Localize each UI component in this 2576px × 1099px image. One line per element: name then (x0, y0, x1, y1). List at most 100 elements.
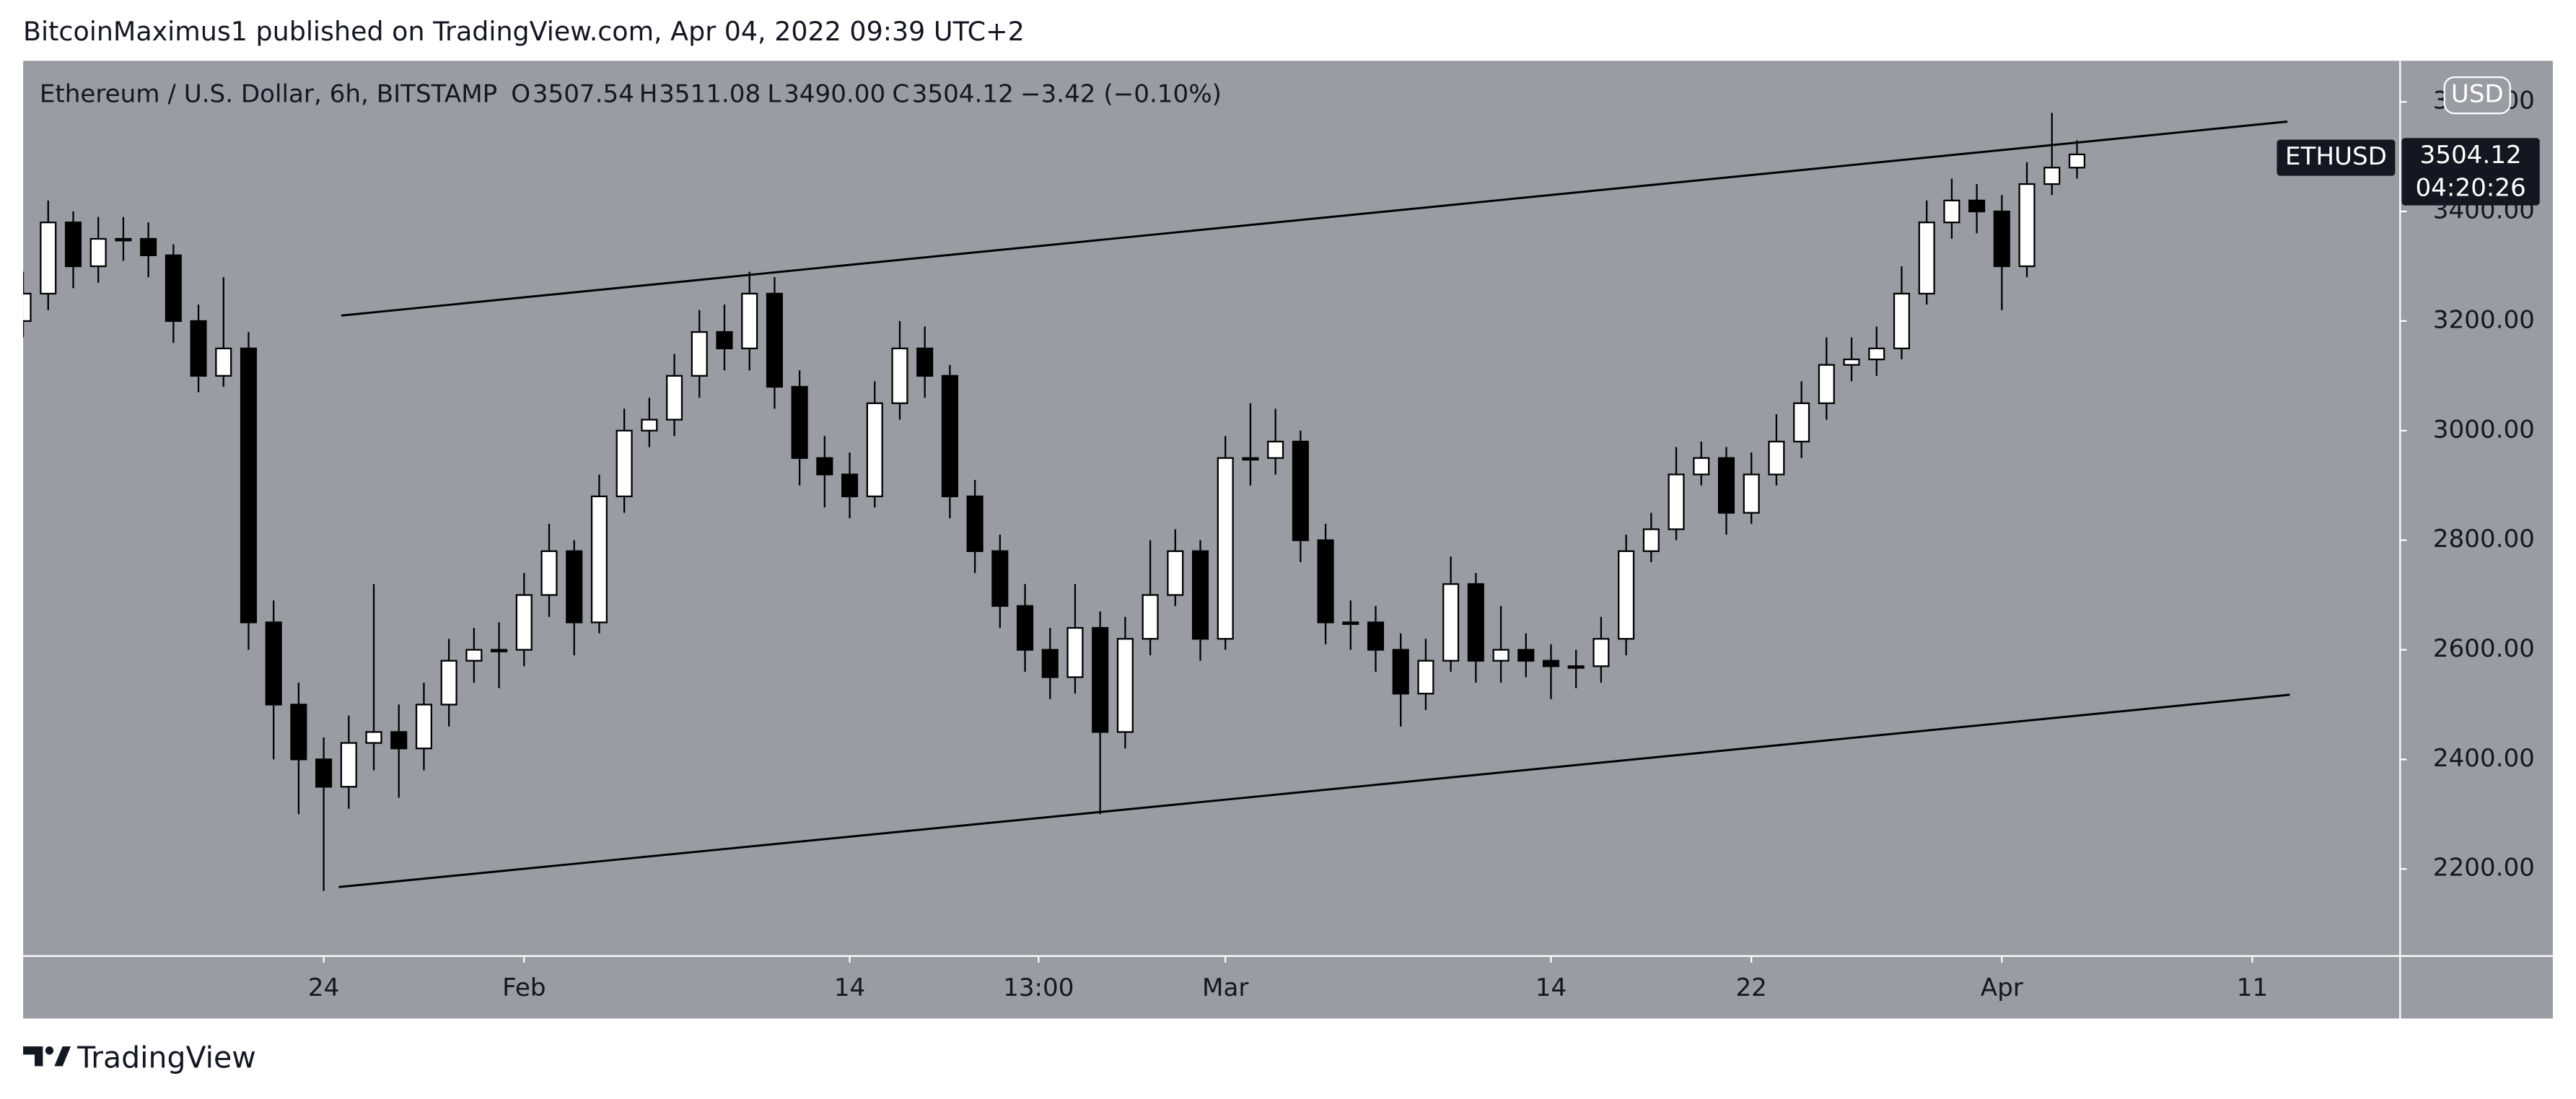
candle-body (1818, 364, 1835, 404)
candle-body (1317, 539, 1334, 623)
candle-body (365, 731, 382, 744)
candle-body (140, 237, 157, 256)
footer-logo (23, 1046, 71, 1067)
candle-body (916, 347, 934, 377)
legend-c-label: C (892, 80, 909, 109)
candle-body (1768, 440, 1785, 476)
trendlines (338, 121, 2290, 888)
legend-o-label: O (511, 80, 530, 109)
logo-part (23, 1046, 43, 1067)
candle-body (1191, 550, 1209, 640)
candle-body (1392, 649, 1409, 695)
candle-body (190, 320, 207, 377)
candle-body (1167, 550, 1184, 596)
candle-body (1793, 402, 1810, 443)
candle-body (1116, 638, 1134, 733)
candle-body (1868, 347, 1885, 361)
currency-button[interactable]: USD (2443, 76, 2511, 115)
candle-body (1618, 550, 1635, 640)
candle-body (1242, 457, 1259, 461)
candle-body (290, 704, 307, 761)
candle-body (1417, 660, 1434, 695)
candle-body (1066, 626, 1084, 678)
candles (23, 113, 2085, 891)
candle-body (941, 375, 958, 498)
candle-body (1993, 210, 2010, 268)
currency-button-box[interactable] (2443, 76, 2511, 115)
candle-body (1567, 665, 1585, 669)
y-tick-label: 2400.00 (2433, 744, 2535, 773)
candle-body (215, 347, 232, 377)
candle-body (1016, 605, 1034, 651)
legend-c: 3504.12 (912, 80, 1014, 109)
published-by: BitcoinMaximus1 published on TradingView… (23, 16, 1025, 47)
candle-body (1668, 473, 1685, 530)
candle-body (1918, 222, 1935, 295)
candle-body (1217, 457, 1234, 640)
candle-body (1492, 649, 1510, 662)
candle-body (1893, 292, 1911, 350)
candle-body (615, 429, 633, 498)
candle-body (440, 660, 457, 706)
chart-background (23, 61, 2553, 1019)
candle-body (1517, 649, 1535, 662)
candle-body (566, 550, 583, 623)
candle-body (115, 237, 132, 242)
candle-body (1041, 649, 1059, 678)
candle-body (666, 375, 683, 421)
y-tick-label: 3000.00 (2433, 415, 2535, 444)
candle-body (841, 473, 859, 498)
x-tick-label: Apr (1981, 973, 2024, 1002)
candle-body (1843, 358, 1860, 366)
x-tick-label: 14 (834, 973, 865, 1002)
footer-brand: TradingView (76, 1040, 256, 1074)
candle-body (1467, 583, 1484, 662)
price-tag: ETHUSD 3504.12 04:20:26 (2277, 138, 2540, 206)
candle-body (1593, 638, 1610, 667)
currency-button-label[interactable]: USD (2451, 80, 2504, 109)
candle-body (1642, 528, 1660, 552)
logo-part (45, 1046, 54, 1055)
candle-body (691, 330, 708, 377)
candle-body (816, 457, 833, 476)
candle-body (540, 550, 558, 596)
symbol-title: Ethereum / U.S. Dollar, 6h, BITSTAMP (40, 80, 497, 109)
candle-body (1142, 594, 1159, 640)
candle-body (966, 495, 983, 552)
y-tick-label: 3200.00 (2433, 305, 2535, 334)
candle-body (23, 292, 32, 323)
candle-body (791, 385, 808, 459)
candle-body (2043, 167, 2061, 185)
candle-body (1367, 621, 1385, 651)
legend-h-label: H (639, 80, 658, 109)
candle-body (1292, 440, 1309, 541)
candle-body (1442, 583, 1460, 662)
candle-body (866, 402, 883, 498)
candle-body (1092, 626, 1109, 733)
candle-body (491, 649, 508, 652)
candle-body (741, 292, 758, 350)
candle-body (465, 649, 483, 662)
y-tick-label: 2200.00 (2433, 854, 2535, 883)
candle-body (641, 419, 658, 432)
x-tick-label: 13:00 (1003, 973, 1074, 1002)
legend-l-label: L (767, 80, 781, 109)
legend-h: 3511.08 (659, 80, 761, 109)
logo-part (54, 1046, 71, 1067)
candle-body (515, 594, 533, 651)
x-tick-label: 11 (2237, 973, 2268, 1002)
candle-body (891, 347, 908, 404)
y-tick-label: 2600.00 (2433, 634, 2535, 663)
legend-o: 3507.54 (533, 80, 634, 109)
candle-body (1717, 457, 1735, 514)
candle-body (1693, 457, 1710, 476)
candle-body (1743, 473, 1760, 514)
trendline (338, 693, 2290, 888)
candle-body (1968, 199, 1986, 213)
last-price: 3504.12 (2420, 141, 2522, 170)
candle-body (716, 330, 733, 350)
candle-body (1943, 199, 1961, 224)
trendline (341, 121, 2288, 317)
x-tick-label: Feb (502, 973, 546, 1002)
